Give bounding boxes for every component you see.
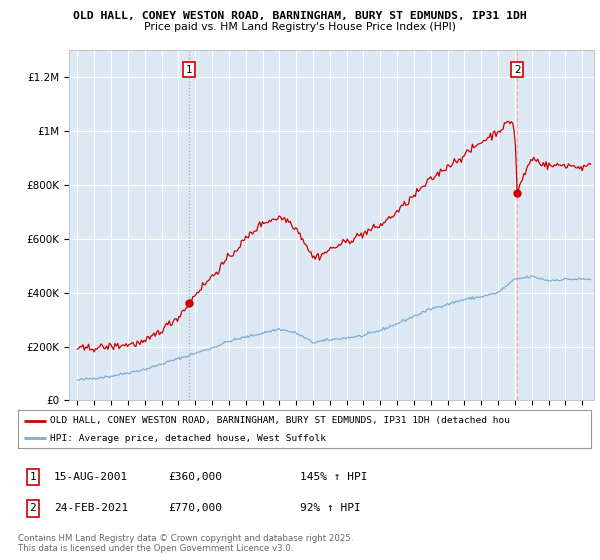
Text: OLD HALL, CONEY WESTON ROAD, BARNINGHAM, BURY ST EDMUNDS, IP31 1DH (detached hou: OLD HALL, CONEY WESTON ROAD, BARNINGHAM,… (50, 416, 509, 425)
Text: OLD HALL, CONEY WESTON ROAD, BARNINGHAM, BURY ST EDMUNDS, IP31 1DH: OLD HALL, CONEY WESTON ROAD, BARNINGHAM,… (73, 11, 527, 21)
Text: HPI: Average price, detached house, West Suffolk: HPI: Average price, detached house, West… (50, 434, 326, 443)
Text: 1: 1 (185, 64, 192, 74)
Text: £770,000: £770,000 (168, 503, 222, 514)
Text: 2: 2 (29, 503, 37, 514)
Text: £360,000: £360,000 (168, 472, 222, 482)
Text: Contains HM Land Registry data © Crown copyright and database right 2025.
This d: Contains HM Land Registry data © Crown c… (18, 534, 353, 553)
Text: 24-FEB-2021: 24-FEB-2021 (54, 503, 128, 514)
Text: 15-AUG-2001: 15-AUG-2001 (54, 472, 128, 482)
Text: 92% ↑ HPI: 92% ↑ HPI (300, 503, 361, 514)
Text: 1: 1 (29, 472, 37, 482)
Text: 145% ↑ HPI: 145% ↑ HPI (300, 472, 367, 482)
Text: Price paid vs. HM Land Registry's House Price Index (HPI): Price paid vs. HM Land Registry's House … (144, 22, 456, 32)
Text: 2: 2 (514, 64, 520, 74)
